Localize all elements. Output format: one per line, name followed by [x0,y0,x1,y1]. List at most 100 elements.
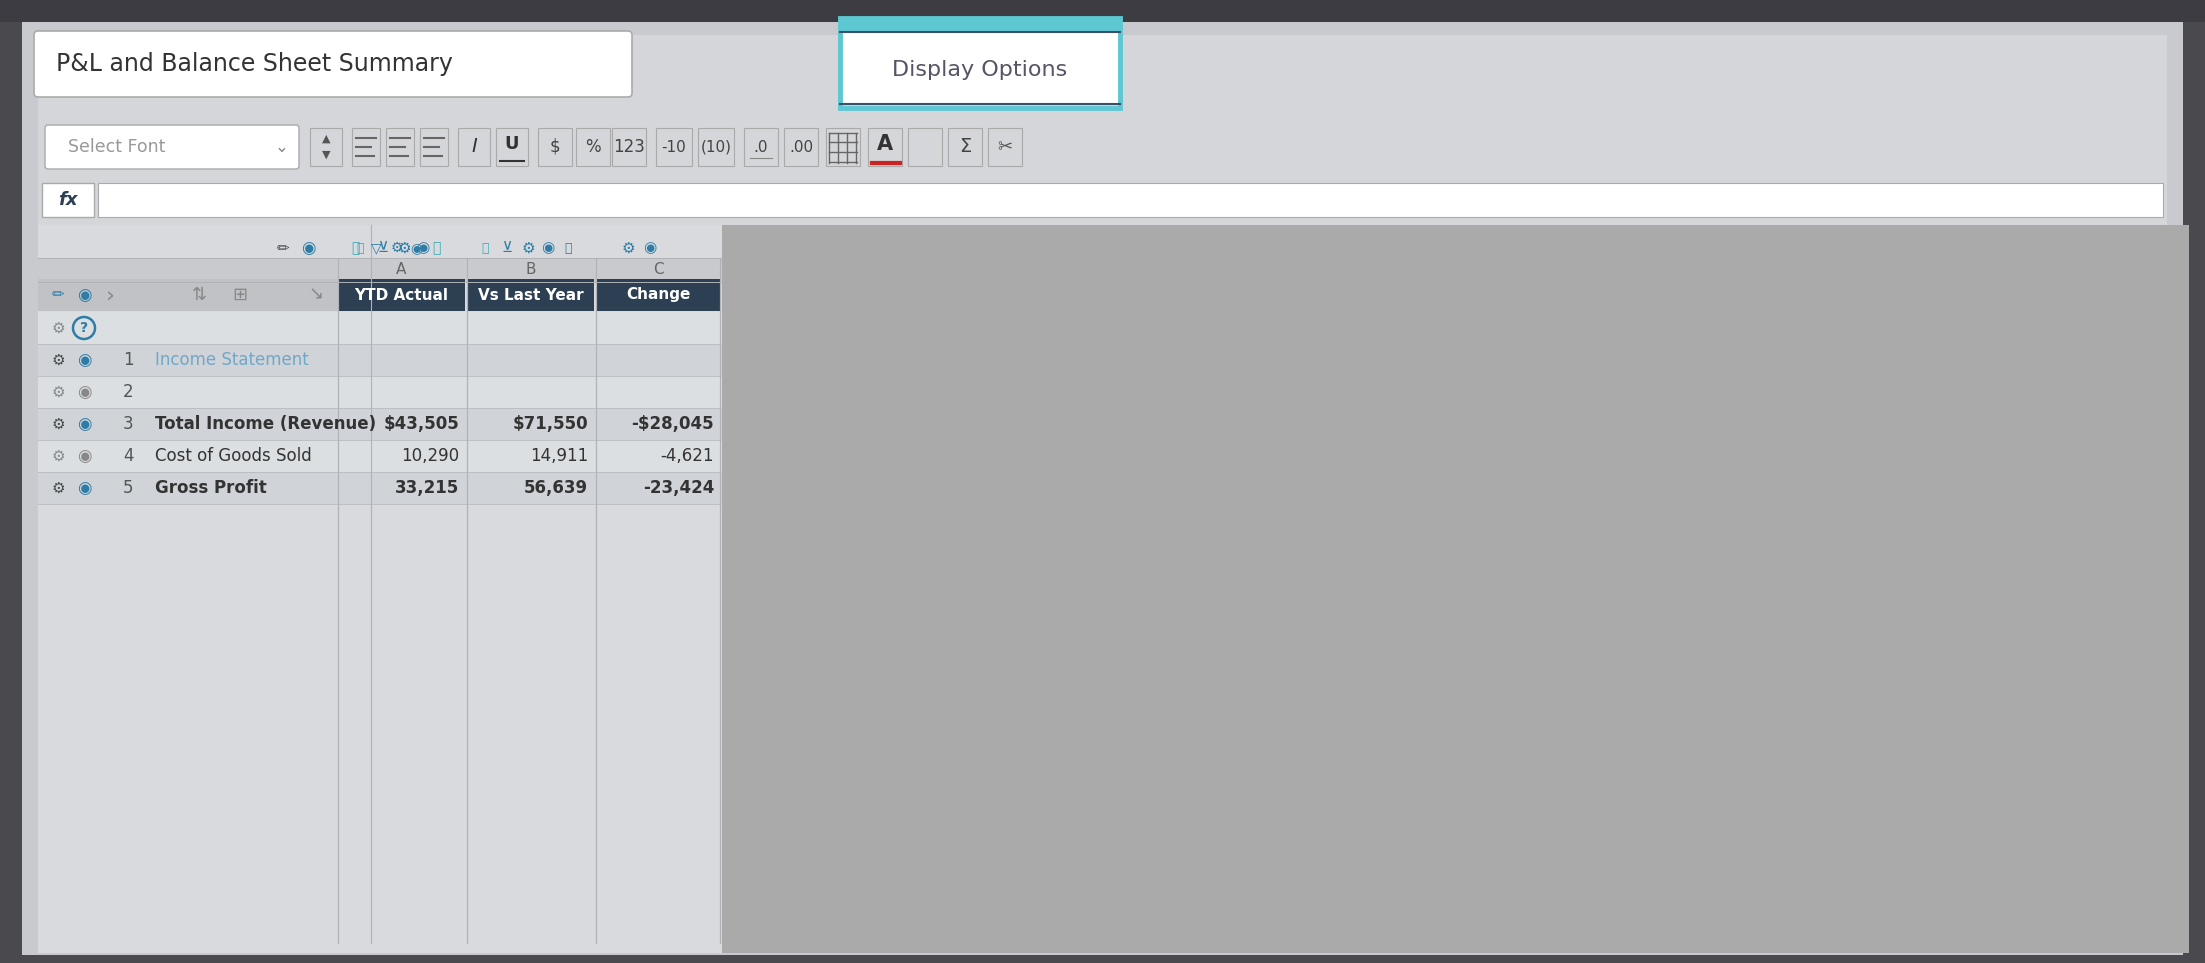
Text: ⊻: ⊻ [377,241,388,255]
Bar [467,279,593,311]
Bar [595,279,721,311]
Bar [37,279,373,311]
Text: ◉: ◉ [77,415,90,433]
Bar [37,258,721,282]
Bar [37,312,721,344]
Bar [840,18,1120,32]
Text: ◉: ◉ [417,241,430,255]
Text: ⚙: ⚙ [51,481,64,496]
FancyBboxPatch shape [613,128,646,166]
Text: -23,424: -23,424 [642,479,714,497]
Text: ⚙: ⚙ [520,241,536,255]
Text: 3: 3 [123,415,132,433]
FancyBboxPatch shape [908,128,942,166]
FancyBboxPatch shape [743,128,778,166]
Text: P&L and Balance Sheet Summary: P&L and Balance Sheet Summary [55,52,452,76]
Text: ◉: ◉ [77,383,90,401]
Text: ⊻: ⊻ [501,241,512,255]
FancyBboxPatch shape [311,128,342,166]
Bar [0,0,2205,22]
Bar [37,344,721,376]
Text: ✂: ✂ [997,138,1012,156]
Text: ↘: ↘ [309,286,324,304]
FancyBboxPatch shape [785,128,818,166]
Text: 1: 1 [123,351,132,369]
Text: I: I [472,138,476,157]
Text: ✏: ✏ [276,241,289,255]
FancyBboxPatch shape [459,128,490,166]
Text: ◉: ◉ [77,479,90,497]
FancyBboxPatch shape [33,31,633,97]
Bar [37,225,721,953]
Text: $43,505: $43,505 [384,415,459,433]
Text: A: A [397,263,406,277]
Text: ⚙: ⚙ [622,241,635,255]
Text: 10,290: 10,290 [401,447,459,465]
Bar [337,279,465,311]
Text: ⚙: ⚙ [51,384,64,400]
Text: Cost of Goods Sold: Cost of Goods Sold [154,447,311,465]
Text: ⚙: ⚙ [51,321,64,335]
FancyBboxPatch shape [869,128,902,166]
Text: ⚙: ⚙ [51,449,64,463]
Text: ⚙: ⚙ [51,417,64,431]
Text: ✏: ✏ [51,288,64,302]
Text: 🗓: 🗓 [357,242,364,254]
Text: ?: ? [79,321,88,335]
Text: ◉: ◉ [644,241,657,255]
Bar [37,408,721,440]
Text: .0: .0 [754,140,767,154]
Text: 🔧: 🔧 [564,242,571,254]
Text: ⌄: ⌄ [276,138,289,156]
Text: Income Statement: Income Statement [154,351,309,369]
Bar [37,376,721,408]
Text: ⚙: ⚙ [397,241,410,255]
FancyBboxPatch shape [496,128,527,166]
Text: ◉: ◉ [77,351,90,369]
Text: B: B [525,263,536,277]
FancyBboxPatch shape [827,128,860,166]
Text: ▼: ▼ [322,150,331,160]
Text: 📅: 📅 [351,241,359,255]
Bar [37,440,721,472]
FancyBboxPatch shape [538,128,571,166]
Text: Σ: Σ [959,138,970,157]
FancyBboxPatch shape [576,128,611,166]
FancyBboxPatch shape [699,128,734,166]
Bar [842,32,1118,104]
Text: ⚙: ⚙ [390,241,404,255]
Text: $: $ [549,138,560,156]
Text: Gross Profit: Gross Profit [154,479,267,497]
FancyBboxPatch shape [988,128,1021,166]
Text: ⚙: ⚙ [51,352,64,368]
Bar [37,472,721,504]
Text: 🗓: 🗓 [481,242,490,254]
Text: C: C [653,263,664,277]
Text: 2: 2 [123,383,132,401]
Text: .00: .00 [789,140,814,154]
Text: ⊞: ⊞ [232,286,247,304]
FancyBboxPatch shape [44,125,300,169]
Text: 123: 123 [613,138,644,156]
FancyBboxPatch shape [386,128,415,166]
Bar [721,225,2190,953]
FancyBboxPatch shape [657,128,692,166]
Text: %: % [584,138,600,156]
FancyBboxPatch shape [353,128,379,166]
Text: ◉: ◉ [542,241,556,255]
Text: U: U [505,135,518,153]
Text: ◉: ◉ [410,241,421,255]
Text: Display Options: Display Options [893,60,1067,80]
Text: ▽: ▽ [370,241,381,255]
Text: 📅: 📅 [432,241,441,255]
Text: ›: › [106,285,115,305]
Bar [37,180,2168,220]
Text: YTD Actual: YTD Actual [355,288,448,302]
Text: Change: Change [626,288,690,302]
Text: 5: 5 [123,479,132,497]
Text: -4,621: -4,621 [662,447,714,465]
Text: ▲: ▲ [322,134,331,144]
Text: ⇅: ⇅ [192,286,207,304]
Text: $71,550: $71,550 [512,415,589,433]
Text: fx: fx [57,191,77,209]
